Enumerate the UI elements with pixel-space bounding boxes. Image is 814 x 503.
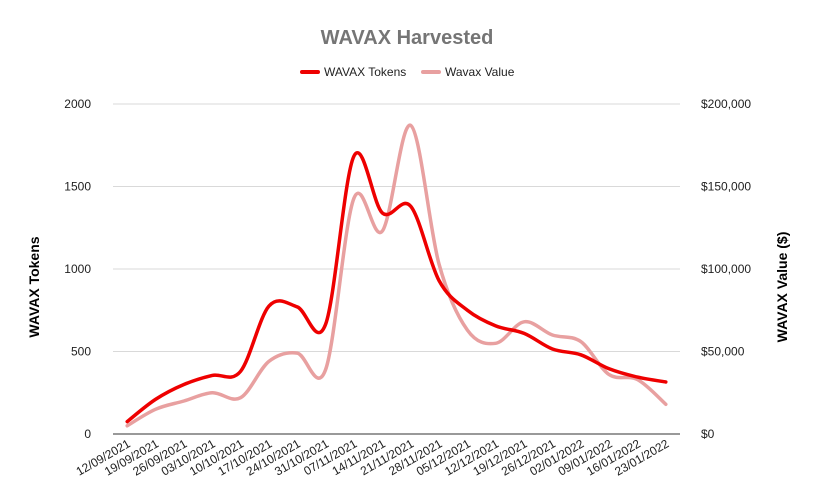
legend-label-wavax-value: Wavax Value <box>445 65 515 79</box>
gridlines <box>113 103 680 435</box>
y-axis-left: 0 500 1000 1500 2000 <box>64 97 91 441</box>
series-lines <box>125 123 668 428</box>
series-line-wavax-value <box>125 123 668 428</box>
y-left-tick-label: 0 <box>84 427 91 441</box>
legend: WAVAX Tokens Wavax Value <box>300 65 515 79</box>
legend-label-wavax-tokens: WAVAX Tokens <box>324 65 406 79</box>
y-right-tick-label: $0 <box>701 427 715 441</box>
y-right-tick-label: $150,000 <box>701 180 751 194</box>
y-axis-left-title: WAVAX Tokens <box>26 236 42 337</box>
x-axis: 12/09/202119/09/202126/09/202103/10/2021… <box>74 436 672 478</box>
y-left-tick-label: 2000 <box>64 97 91 111</box>
series-line-wavax-tokens <box>125 151 668 424</box>
y-axis-right: $0 $50,000 $100,000 $150,000 $200,000 <box>701 97 751 441</box>
y-right-tick-label: $100,000 <box>701 262 751 276</box>
y-left-tick-label: 500 <box>71 345 91 359</box>
chart-title: WAVAX Harvested <box>321 27 494 49</box>
y-left-tick-label: 1500 <box>64 180 91 194</box>
y-left-tick-label: 1000 <box>64 262 91 276</box>
y-axis-right-title: WAVAX Value ($) <box>774 232 790 343</box>
y-right-tick-label: $200,000 <box>701 97 751 111</box>
y-right-tick-label: $50,000 <box>701 345 745 359</box>
